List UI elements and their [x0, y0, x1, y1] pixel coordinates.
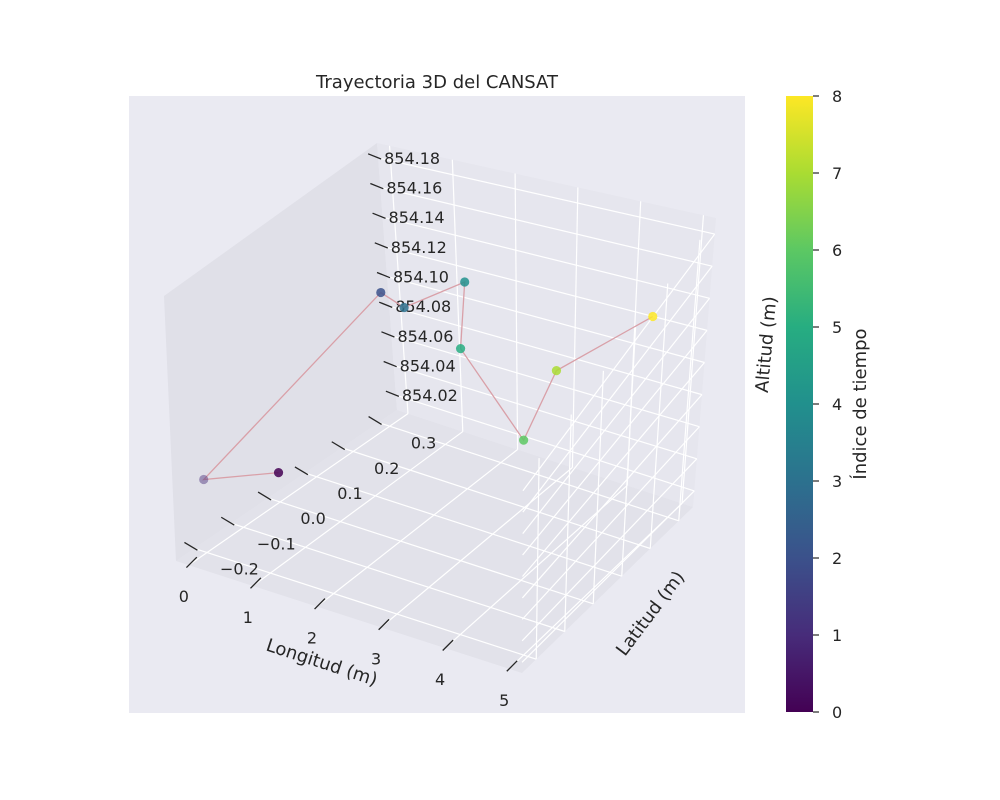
tick-mark: [506, 660, 518, 672]
colorbar-tick-label: 5: [832, 318, 842, 337]
gridline: [267, 497, 594, 605]
colorbar-tick-label: 4: [832, 395, 842, 414]
gridline: [522, 233, 716, 492]
tick-mark: [294, 466, 309, 476]
colorbar-tick-label: 1: [832, 626, 842, 645]
tick-mark: [185, 556, 198, 569]
colorbar: [786, 96, 813, 712]
gridline: [395, 394, 695, 492]
z-tick-label: 854.08: [395, 297, 451, 316]
z-tick-label: 854.18: [384, 149, 440, 168]
tick-mark: [314, 598, 326, 610]
gridline: [521, 394, 703, 599]
gridline: [380, 467, 573, 628]
gridline: [252, 431, 464, 587]
gridline: [380, 186, 713, 267]
colorbar-tick-label: 2: [832, 549, 842, 568]
data-point: [551, 366, 562, 376]
x-tick-label: 1: [243, 608, 253, 627]
tick-mark: [257, 491, 272, 501]
z-tick-label: 854.04: [400, 357, 456, 376]
x-tick-label: 4: [435, 670, 445, 689]
data-point: [376, 287, 386, 298]
gridline: [389, 305, 703, 396]
tick-mark: [383, 360, 397, 368]
gridline: [522, 330, 708, 556]
gridline: [393, 364, 698, 460]
x-tick-label: 2: [307, 629, 317, 648]
gridline: [521, 426, 700, 620]
z-tick-label: 854.14: [389, 208, 445, 227]
z-axis-label: Altitud (m): [752, 296, 781, 394]
z-tick-label: 854.06: [397, 327, 453, 346]
gridline: [316, 449, 518, 608]
gridline: [382, 216, 710, 299]
z-tick-label: 854.02: [402, 386, 458, 405]
tick-mark: [374, 242, 389, 249]
tick-mark: [372, 212, 386, 219]
tick-mark: [250, 577, 262, 589]
z-tick-label: 854.12: [391, 238, 447, 257]
data-point: [455, 343, 466, 354]
gridline: [521, 490, 695, 663]
gridline: [341, 447, 651, 550]
colorbar-label: Índice de tiempo: [849, 328, 871, 479]
chart-title: Trayectoria 3D del CANSAT: [315, 72, 559, 93]
y-tick-label: 0.2: [374, 459, 399, 478]
colorbar-tick-label: 6: [832, 241, 842, 260]
tick-mark: [368, 416, 382, 425]
data-point: [519, 435, 529, 445]
data-point: [273, 467, 284, 478]
colorbar-tick-label: 3: [832, 472, 842, 491]
trajectory-series: [199, 277, 658, 485]
x-tick-label: 5: [499, 691, 509, 710]
gridlines: [188, 145, 716, 670]
gridline: [194, 547, 537, 660]
data-point: [648, 311, 658, 322]
colorbar-tick-label: 7: [832, 164, 842, 183]
gridline: [304, 472, 622, 577]
x-tick-label: 3: [371, 649, 381, 668]
y-tick-label: −0.1: [257, 534, 296, 553]
gridline: [522, 265, 713, 513]
tick-mark: [220, 516, 235, 526]
tick-mark: [385, 390, 400, 397]
colorbar-tick-label: 0: [832, 703, 842, 722]
gridline: [522, 297, 711, 534]
z-tick-label: 854.10: [393, 268, 449, 287]
axis-ticks: 0 1 2 3 4 5 −0.2 −0.10.0 0.1 0.2 0.3 854.02 854.04 85…: [179, 149, 518, 710]
y-tick-label: 0.3: [411, 434, 436, 453]
gridline: [188, 413, 409, 566]
y-tick-label: 0.1: [337, 484, 362, 503]
tick-mark: [370, 182, 384, 190]
gridline: [391, 335, 700, 428]
gridline: [386, 275, 705, 364]
data-point: [199, 474, 209, 485]
tick-mark: [378, 618, 390, 631]
z-tick-label: 854.16: [386, 179, 442, 198]
y-tick-label: 0.0: [300, 509, 325, 528]
gridline: [231, 522, 565, 633]
colorbar-ticks: 0 1 2 3 4 5 6 7 8: [813, 87, 842, 722]
tick-mark: [442, 639, 454, 651]
tick-mark: [367, 153, 382, 160]
gridline: [377, 157, 715, 235]
tick-mark: [378, 301, 393, 308]
gridline: [522, 362, 705, 577]
x-tick-label: 0: [179, 587, 189, 606]
data-point: [460, 277, 470, 287]
tick-mark: [331, 441, 346, 451]
tick-mark: [184, 541, 198, 551]
floor-pane: [176, 410, 693, 673]
colorbar-tick-label: 8: [832, 87, 842, 106]
tick-mark: [376, 271, 391, 279]
y-tick-label: −0.2: [220, 559, 259, 578]
tick-mark: [381, 331, 395, 338]
data-point: [399, 302, 409, 313]
left-pane: [164, 143, 397, 561]
gridline: [521, 458, 698, 642]
